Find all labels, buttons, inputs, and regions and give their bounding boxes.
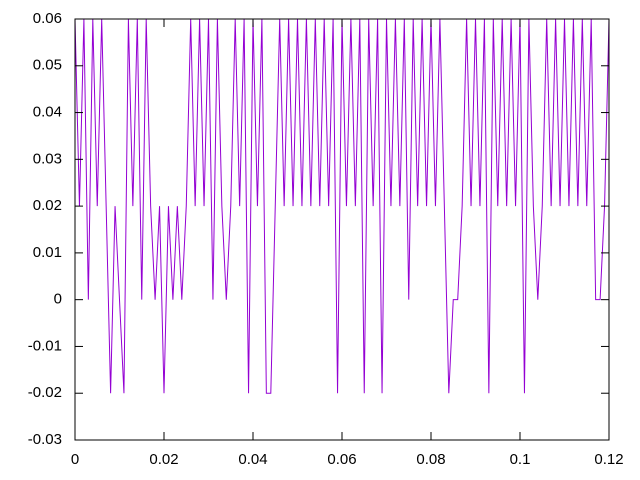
x-tick-label: 0.04 xyxy=(238,451,267,468)
y-tick-label: 0.03 xyxy=(33,150,62,167)
x-tick-label: 0.06 xyxy=(327,451,356,468)
x-tick-label: 0.1 xyxy=(510,451,531,468)
y-tick-label: -0.02 xyxy=(28,384,62,401)
data-line xyxy=(74,18,610,394)
y-tick-label: -0.03 xyxy=(28,431,62,448)
y-tick-label: 0.02 xyxy=(33,197,62,214)
y-tick-label: -0.01 xyxy=(28,337,62,354)
x-tick-label: 0.12 xyxy=(594,451,623,468)
y-tick-label: 0 xyxy=(54,291,62,308)
x-tick-label: 0 xyxy=(71,451,79,468)
y-tick-label: 0.04 xyxy=(33,104,62,121)
x-tick-label: 0.08 xyxy=(416,451,445,468)
y-tick-label: 0.06 xyxy=(33,10,62,27)
plot-border xyxy=(74,18,610,441)
y-tick-label: 0.01 xyxy=(33,244,62,261)
x-tick-label: 0.02 xyxy=(149,451,178,468)
y-tick-label: 0.05 xyxy=(33,57,62,74)
